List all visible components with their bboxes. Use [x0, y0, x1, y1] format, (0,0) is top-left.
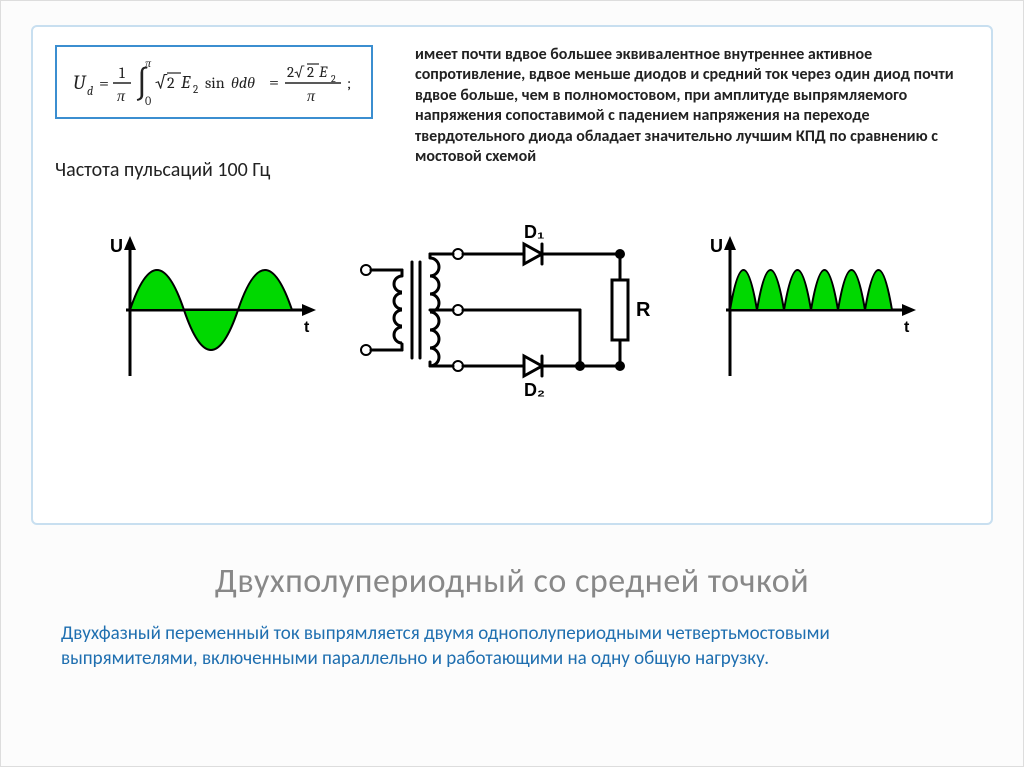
svg-text:1: 1	[119, 64, 125, 82]
svg-text:2: 2	[307, 63, 314, 81]
svg-text:2: 2	[167, 74, 175, 92]
svg-text:π: π	[145, 56, 152, 70]
svg-text:D₂: D₂	[524, 380, 545, 400]
content-box: U d = 1 π ∫ π 0 √	[31, 25, 993, 525]
slide-subtitle: Двухфазный переменный ток выпрямляется д…	[1, 622, 1023, 671]
diagrams-row: Ut D₁ D₂ R Ut	[55, 210, 969, 410]
top-row: U d = 1 π ∫ π 0 √	[55, 45, 969, 182]
slide-title: Двухполупериодный со средней точкой	[1, 561, 1023, 602]
svg-text:=: =	[99, 73, 109, 94]
svg-text:t: t	[304, 319, 310, 336]
input-waveform: Ut	[102, 230, 322, 390]
pulse-frequency-label: Частота пульсаций 100 Гц	[55, 158, 395, 182]
svg-text:R: R	[636, 299, 651, 321]
svg-text:;: ;	[347, 74, 351, 92]
svg-text:D₁: D₁	[524, 222, 544, 242]
svg-text:U: U	[710, 236, 723, 256]
svg-text:0: 0	[145, 94, 151, 108]
rectifier-circuit: D₁ D₂ R	[352, 210, 672, 410]
svg-text:π: π	[307, 87, 316, 105]
svg-text:E: E	[318, 63, 328, 81]
slide: U d = 1 π ∫ π 0 √	[0, 0, 1024, 767]
output-waveform: Ut	[702, 230, 922, 390]
svg-text:=: =	[269, 72, 279, 93]
formula-frame: U d = 1 π ∫ π 0 √	[55, 45, 373, 119]
svg-text:d: d	[87, 84, 93, 98]
svg-text:sin: sin	[205, 74, 225, 92]
svg-text:E: E	[180, 72, 191, 93]
title-area: Двухполупериодный со средней точкой Двух…	[1, 561, 1023, 671]
formula-svg: U d = 1 π ∫ π 0 √	[69, 53, 359, 111]
svg-text:θdθ: θdθ	[231, 74, 255, 92]
svg-text:U: U	[110, 236, 123, 256]
svg-text:2: 2	[193, 83, 198, 96]
svg-text:π: π	[117, 87, 126, 105]
description-text: имеет почти вдвое большее эквивалентное …	[415, 45, 969, 168]
svg-text:U: U	[73, 71, 87, 94]
formula-block: U d = 1 π ∫ π 0 √	[55, 45, 395, 182]
svg-text:2√: 2√	[287, 63, 305, 81]
svg-text:t: t	[904, 319, 910, 336]
